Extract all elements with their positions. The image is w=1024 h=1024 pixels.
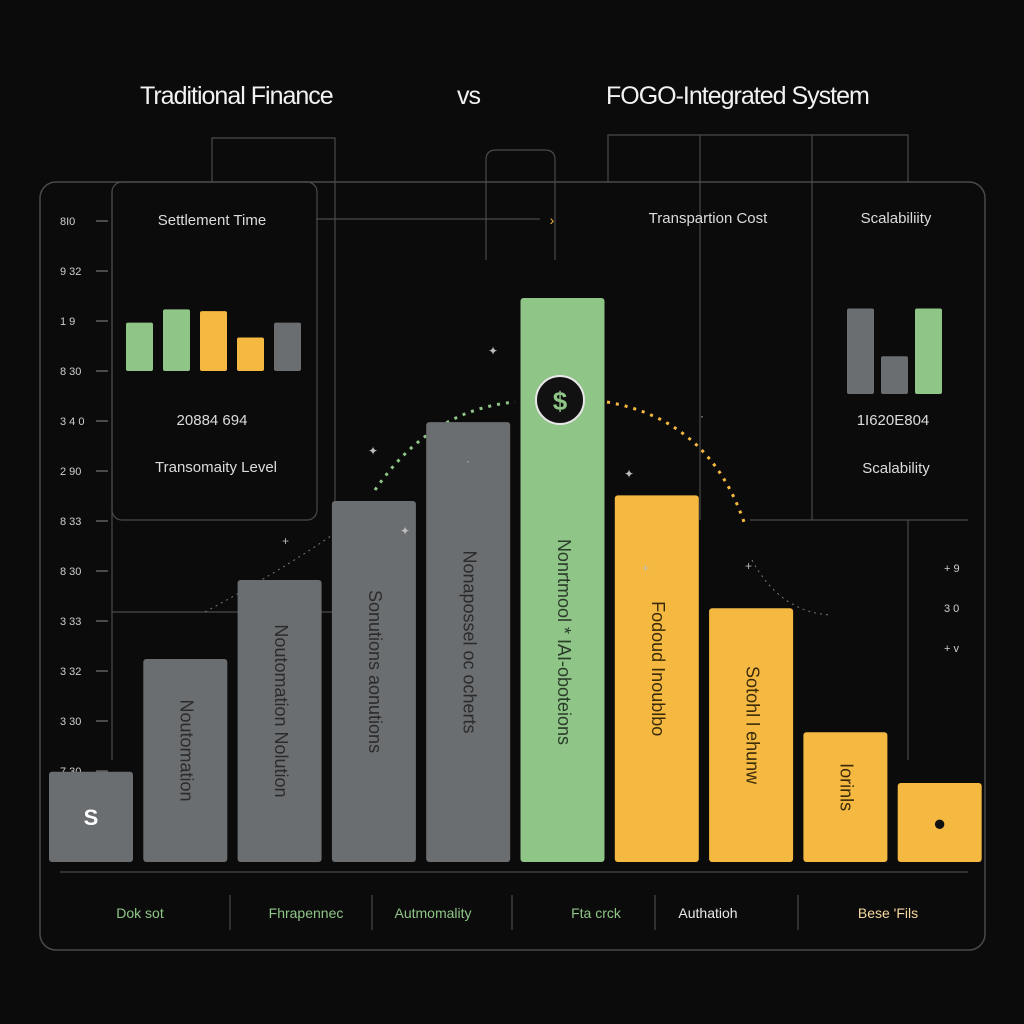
bar-label: ●	[933, 811, 946, 836]
right-panel-value: 1I620E804	[857, 412, 930, 429]
chart-bar	[143, 658, 228, 862]
bottom-label: Autmomality	[394, 905, 471, 921]
right-tick-label: + v	[944, 643, 959, 655]
middle-panel-title: Transpartion Cost	[649, 210, 768, 227]
left-panel-subtitle: Transomaity Level	[155, 459, 277, 476]
y-tick-label: 9 32	[60, 266, 81, 278]
mini-bar	[915, 308, 942, 394]
chart-bar	[803, 732, 888, 862]
svg-text:✦: ✦	[488, 344, 498, 358]
dollar-icon: $	[535, 375, 585, 425]
right-panel-title: Scalabiliity	[861, 210, 932, 227]
left-title: Traditional Finance	[140, 82, 334, 110]
svg-text:✦: ✦	[624, 467, 634, 481]
arrow-icon: ›	[550, 212, 555, 228]
chart-bar	[709, 608, 794, 862]
svg-text:$: $	[553, 386, 568, 416]
right-panel-subtitle: Scalability	[862, 460, 930, 477]
mini-bar	[126, 322, 153, 371]
mini-bar	[847, 308, 874, 394]
sparkle-decorations: ✦ ✦ ✦ + · ✦ + + ·	[282, 344, 752, 575]
bottom-label: Dok sot	[116, 905, 164, 921]
bar-label: Nonapossel oc ocherts	[459, 550, 479, 733]
bar-label: Fodoud Inoublbo	[648, 601, 668, 736]
outer-frame	[39, 181, 986, 951]
bottom-label: Authatioh	[678, 905, 737, 921]
bar-label: Nonrtmool * IAI-oboteions	[554, 539, 574, 745]
right-title: FOGO-Integrated System	[606, 82, 870, 110]
mini-bar	[200, 311, 227, 371]
chart-bar	[331, 501, 416, 862]
right-mini-chart	[847, 308, 942, 394]
svg-text:+: +	[642, 561, 649, 575]
right-axis-ticks: + 9 3 0 + v	[944, 563, 960, 655]
gray-dotted-arc-left	[204, 521, 351, 613]
bar-label: Noutomation Nolution	[271, 624, 291, 797]
y-tick-label: 8 30	[60, 566, 81, 578]
mini-bar	[274, 322, 301, 371]
svg-text:+: +	[745, 559, 752, 573]
main-bars: S Noutomation Noutomation Nolution Sonution…	[49, 298, 982, 862]
bottom-label: Bese 'Fils	[858, 905, 918, 921]
bottom-label: Fhrapennec	[269, 905, 344, 921]
chart-bar	[897, 783, 982, 862]
bar-label: Sotohl l ehunw	[742, 666, 762, 785]
chart-bar	[237, 580, 322, 862]
chart-bar	[49, 771, 133, 862]
chart-bar	[426, 422, 511, 862]
y-tick-label: 1 9	[60, 316, 75, 328]
bar-label: Iorinls	[837, 763, 857, 811]
left-panel-value: 20884 694	[177, 412, 248, 429]
svg-text:✦: ✦	[368, 444, 378, 458]
mini-bar	[881, 356, 908, 394]
bar-label: Noutomation	[177, 699, 197, 801]
bottom-labels: Dok sot Fhrapennec Autmomality Fta crck Auth…	[116, 905, 918, 921]
y-tick-label: 8 33	[60, 516, 81, 528]
y-tick-label: 3 33	[60, 616, 81, 628]
y-tick-label: 2 90	[60, 466, 81, 478]
left-panel	[111, 181, 318, 521]
mini-bar	[163, 309, 190, 371]
chart-bar	[520, 298, 605, 862]
y-tick-label: 8 30	[60, 366, 81, 378]
chart-bar	[614, 495, 699, 862]
left-panel-title: Settlement Time	[158, 212, 266, 229]
y-tick-label: 3 4 0	[60, 416, 84, 428]
svg-text:·: ·	[466, 454, 470, 468]
y-tick-label: 8I0	[60, 216, 75, 228]
svg-text:·: ·	[700, 409, 704, 423]
right-tick-label: + 9	[944, 563, 960, 575]
left-mini-chart	[126, 309, 301, 371]
bar-label: Sonutions aonutions	[365, 590, 385, 753]
y-tick-label: 3 32	[60, 666, 81, 678]
bottom-label: Fta crck	[571, 905, 622, 921]
y-axis-ticks: 8I0 9 32 1 9 8 30 3 4 0 2 90 8 33 8 30 3 33 3 32 3…	[60, 216, 108, 778]
svg-text:+: +	[282, 534, 289, 548]
right-tick-label: 3 0	[944, 603, 959, 615]
bar-label: S	[84, 805, 99, 830]
mini-bar	[237, 337, 264, 371]
gray-dotted-arc-right	[751, 559, 831, 616]
y-tick-label: 3 30	[60, 716, 81, 728]
vs-label: vs	[457, 82, 481, 110]
svg-text:✦: ✦	[400, 524, 410, 538]
